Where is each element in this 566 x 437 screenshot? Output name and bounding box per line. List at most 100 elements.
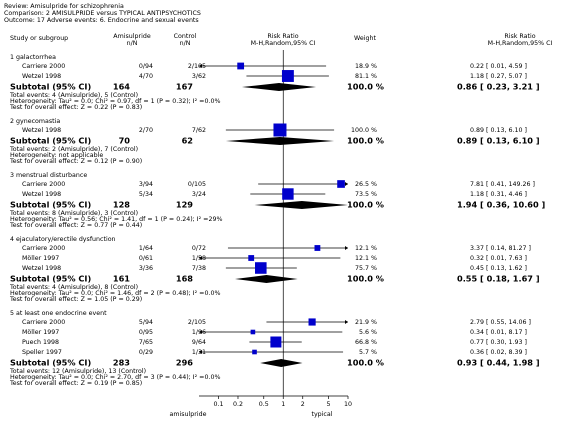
ci-text: 1.18 [ 0.31, 4.46 ]	[470, 191, 527, 198]
ctrl-events: 2/105	[188, 63, 206, 70]
ci-text: 0.45 [ 0.13, 1.62 ]	[470, 265, 527, 272]
subtotal-ctrl: 167	[176, 82, 193, 92]
ctrl-events: 1/31	[192, 349, 206, 356]
total-events: Total events: 8 (Amisulpride), 3 (Contro…	[9, 210, 138, 217]
study-name: Puech 1998	[22, 339, 59, 346]
subtotal-diamond	[254, 201, 348, 209]
subtotal-weight: 100.0 %	[347, 358, 384, 368]
comparison: Comparison: 2 AMISULPRIDE versus TYPICAL…	[4, 10, 201, 17]
ci-text: 0.89 [ 0.13, 6.10 ]	[470, 127, 527, 134]
effect-square	[337, 180, 345, 188]
subtotal-ci: 0.93 [ 0.44, 1.98 ]	[457, 358, 540, 368]
x-tick-label: 10	[344, 401, 352, 408]
ci-arrow	[345, 182, 348, 186]
subtotal-weight: 100.0 %	[347, 82, 384, 92]
subtotal-ci: 1.94 [ 0.36, 10.60 ]	[457, 200, 546, 210]
subtotal-exp: 128	[113, 200, 130, 210]
ci-text: 7.81 [ 0.41, 149.26 ]	[470, 181, 535, 188]
weight: 12.1 %	[355, 245, 377, 252]
ci-text: 0.32 [ 0.01, 7.63 ]	[470, 255, 527, 262]
weight: 66.8 %	[355, 339, 377, 346]
header-ctrl-sub: n/N	[180, 40, 191, 47]
overall-effect: Test for overall effect: Z = 1.05 (P = 0…	[9, 296, 142, 303]
group-title: 1 galactorrhea	[10, 54, 56, 61]
ci-arrow	[199, 350, 202, 354]
exp-events: 3/94	[139, 181, 153, 188]
exp-events: 0/61	[139, 255, 153, 262]
overall-effect: Test for overall effect: Z = 0.19 (P = 0…	[9, 380, 142, 387]
total-events: Total events: 12 (Amisulpride), 13 (Cont…	[9, 368, 146, 375]
subtotal-label: Subtotal (95% CI)	[10, 82, 91, 92]
group-title: 2 gynecomastia	[10, 118, 60, 125]
subtotal-ci: 0.86 [ 0.23, 3.21 ]	[457, 82, 540, 92]
effect-square	[308, 318, 316, 326]
subtotal-diamond	[260, 359, 303, 367]
subtotal-ctrl: 168	[176, 274, 193, 284]
weight: 18.9 %	[355, 63, 377, 70]
study-name: Wetzel 1998	[22, 127, 61, 134]
effect-square	[270, 336, 282, 348]
ctrl-events: 9/64	[192, 339, 206, 346]
x-tick-label: 0.2	[233, 401, 243, 408]
header-exp-sub: n/N	[127, 40, 138, 47]
effect-square	[282, 188, 294, 200]
subtotal-ci: 0.89 [ 0.13, 6.10 ]	[457, 136, 540, 146]
weight: 5.6 %	[359, 329, 377, 336]
overall-effect: Test for overall effect: Z = 0.12 (P = 0…	[9, 158, 142, 165]
header-weight: Weight	[354, 35, 376, 42]
header-study: Study or subgroup	[10, 35, 68, 42]
weight: 12.1 %	[355, 255, 377, 262]
x-tick-label: 0.1	[213, 401, 223, 408]
subtotal-ctrl: 129	[176, 200, 193, 210]
effect-square	[250, 329, 256, 335]
subtotal-ci: 0.55 [ 0.18, 1.67 ]	[457, 274, 540, 284]
header-ctrl: Control	[174, 33, 197, 40]
ci-arrow	[199, 64, 202, 68]
x-tick-label: 0.5	[259, 401, 269, 408]
group-title: 4 ejaculatory/erectile dysfunction	[10, 236, 116, 243]
exp-events: 3/36	[139, 265, 153, 272]
effect-square	[255, 262, 267, 274]
exp-events: 5/94	[139, 319, 153, 326]
subtotal-label: Subtotal (95% CI)	[10, 358, 91, 368]
subtotal-weight: 100.0 %	[347, 200, 384, 210]
subtotal-diamond	[241, 83, 317, 91]
study-name: Carriere 2000	[22, 181, 65, 188]
weight: 26.5 %	[355, 181, 377, 188]
weight: 73.5 %	[355, 191, 377, 198]
x-tick-label: 2	[301, 401, 305, 408]
subtotal-label: Subtotal (95% CI)	[10, 274, 91, 284]
study-name: Wetzel 1998	[22, 73, 61, 80]
subtotal-exp: 283	[113, 358, 130, 368]
study-name: Carriere 2000	[22, 319, 65, 326]
ctrl-events: 3/62	[192, 73, 206, 80]
exp-events: 0/94	[139, 63, 153, 70]
ctrl-events: 0/72	[192, 245, 206, 252]
subtotal-label: Subtotal (95% CI)	[10, 200, 91, 210]
effect-square	[273, 123, 287, 137]
x-label-left: amisulpride	[170, 411, 207, 418]
ci-arrow	[345, 246, 348, 250]
study-name: Möller 1997	[22, 329, 59, 336]
exp-events: 7/65	[139, 339, 153, 346]
study-name: Carriere 2000	[22, 63, 65, 70]
x-tick-label: 5	[326, 401, 330, 408]
heterogeneity: Heterogeneity: Tau² = 0.56; Chi² = 1.41,…	[10, 216, 222, 223]
study-name: Carriere 2000	[22, 245, 65, 252]
ctrl-events: 1/96	[192, 329, 206, 336]
ctrl-events: 7/62	[192, 127, 206, 134]
overall-effect: Test for overall effect: Z = 0.77 (P = 0…	[9, 222, 142, 229]
heterogeneity: Heterogeneity: Tau² = 0.0; Chi² = 0.97, …	[10, 98, 220, 105]
ci-arrow	[199, 256, 202, 260]
exp-events: 0/29	[139, 349, 153, 356]
exp-events: 5/34	[139, 191, 153, 198]
weight: 5.7 %	[359, 349, 377, 356]
weight: 100.0 %	[351, 127, 377, 134]
weight: 75.7 %	[355, 265, 377, 272]
subtotal-exp: 164	[113, 82, 130, 92]
ctrl-events: 0/105	[188, 181, 206, 188]
header-plot: Risk Ratio	[267, 33, 298, 40]
ci-text: 3.37 [ 0.14, 81.27 ]	[470, 245, 531, 252]
header-plot-sub: M-H,Random,95% CI	[251, 40, 316, 47]
